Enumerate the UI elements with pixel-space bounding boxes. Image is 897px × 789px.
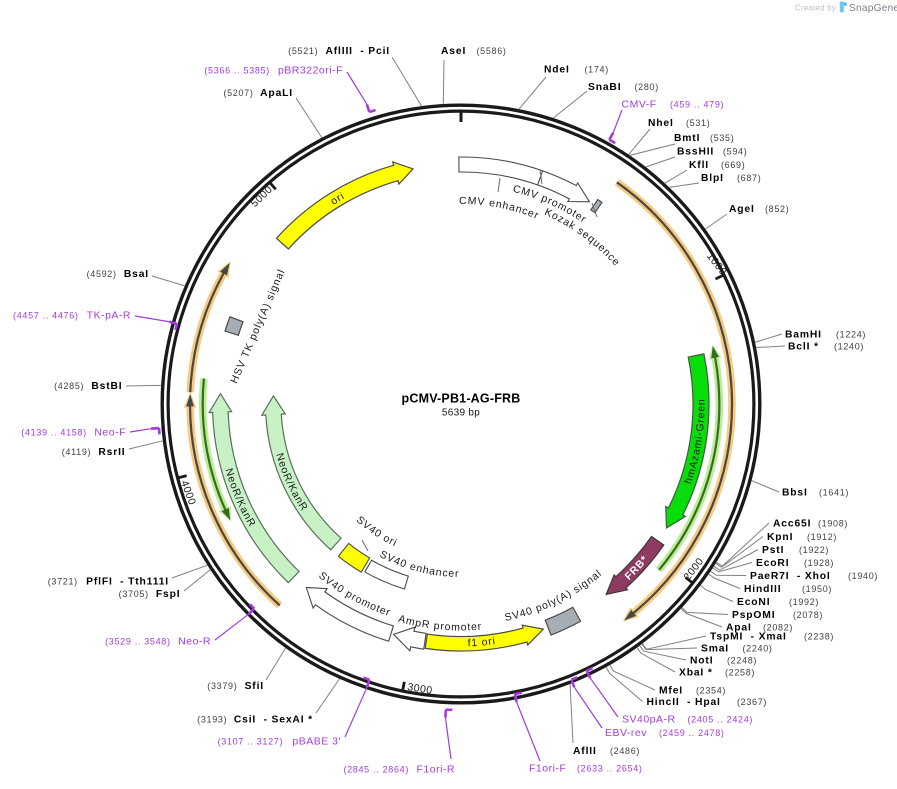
svg-text:RsrII: RsrII <box>98 447 125 458</box>
svg-text:(1224): (1224) <box>836 329 866 339</box>
svg-text:Neo-R: Neo-R <box>178 636 211 648</box>
svg-text:(2248): (2248) <box>727 655 757 665</box>
svg-text:pCMV-PB1-AG-FRB: pCMV-PB1-AG-FRB <box>402 392 521 406</box>
svg-text:(3529 .. 3548): (3529 .. 3548) <box>105 636 171 646</box>
svg-text:(531): (531) <box>686 118 710 128</box>
svg-text:NheI: NheI <box>648 118 674 129</box>
svg-text:(459 .. 479): (459 .. 479) <box>670 99 724 109</box>
svg-text:(669): (669) <box>721 160 745 170</box>
svg-text:AgeI: AgeI <box>729 204 755 215</box>
svg-text:TK-pA-R: TK-pA-R <box>87 310 131 322</box>
svg-text:BamHI: BamHI <box>785 330 822 341</box>
svg-text:(2845 .. 2864): (2845 .. 2864) <box>343 764 409 774</box>
svg-text:BlpI: BlpI <box>701 173 724 184</box>
svg-text:(594): (594) <box>723 146 747 156</box>
svg-text:BsaI: BsaI <box>124 269 149 280</box>
svg-text:(3379): (3379) <box>207 681 237 691</box>
svg-text:SV40pA-R: SV40pA-R <box>622 714 676 726</box>
svg-text:PspOMI: PspOMI <box>732 610 775 621</box>
svg-text:BstBI: BstBI <box>91 381 122 392</box>
svg-text:(2367): (2367) <box>737 697 767 707</box>
svg-text:(3705): (3705) <box>119 589 149 599</box>
svg-text:EBV-rev: EBV-rev <box>605 727 647 739</box>
svg-text:Neo-F: Neo-F <box>94 427 126 439</box>
svg-text:BbsI: BbsI <box>782 488 808 499</box>
svg-text:(1940): (1940) <box>848 571 878 581</box>
svg-text:(2238): (2238) <box>804 631 834 641</box>
svg-text:(5207): (5207) <box>223 88 253 98</box>
svg-text:(4119): (4119) <box>62 447 91 457</box>
svg-text:EcoRI: EcoRI <box>756 558 789 569</box>
svg-text:KpnI: KpnI <box>767 532 793 543</box>
svg-text:(5586): (5586) <box>477 46 507 56</box>
svg-text:AflIII - PciI: AflIII - PciI <box>325 46 390 57</box>
svg-text:(1908): (1908) <box>818 518 848 528</box>
svg-text:FspI: FspI <box>156 589 181 600</box>
svg-text:(1928): (1928) <box>804 558 834 568</box>
svg-text:(2354): (2354) <box>696 685 726 695</box>
svg-text:SnaBI: SnaBI <box>588 82 621 93</box>
svg-text:(1641): (1641) <box>819 487 849 497</box>
svg-text:(174): (174) <box>585 64 609 74</box>
svg-text:AflII: AflII <box>573 746 597 757</box>
svg-text:(1950): (1950) <box>802 584 832 594</box>
svg-text:CMV-F: CMV-F <box>622 99 657 111</box>
svg-text:(2258): (2258) <box>725 667 755 677</box>
svg-text:(1240): (1240) <box>834 341 864 351</box>
svg-text:pBR322ori-F: pBR322ori-F <box>278 65 343 77</box>
svg-text:HincII - HpaI: HincII - HpaI <box>647 697 721 708</box>
svg-text:KflI: KflI <box>689 160 709 171</box>
svg-text:PflFI - Tth111I: PflFI - Tth111I <box>86 577 169 588</box>
svg-text:XbaI *: XbaI * <box>679 668 713 679</box>
svg-text:NdeI: NdeI <box>544 65 570 76</box>
svg-text:(3721): (3721) <box>48 576 78 586</box>
svg-text:AseI: AseI <box>441 46 466 57</box>
svg-text:F1ori-F: F1ori-F <box>529 763 566 775</box>
svg-text:F1ori-R: F1ori-R <box>416 764 455 776</box>
svg-text:SnapGene: SnapGene <box>849 3 897 14</box>
svg-text:PaeR7I - XhoI: PaeR7I - XhoI <box>750 571 831 582</box>
svg-text:(852): (852) <box>765 204 789 214</box>
svg-text:Acc65I: Acc65I <box>773 519 811 530</box>
svg-text:(5521): (5521) <box>288 46 318 56</box>
svg-text:(4592): (4592) <box>87 269 117 279</box>
svg-text:PstI: PstI <box>762 545 784 556</box>
svg-text:NotI: NotI <box>690 656 713 667</box>
svg-text:(280): (280) <box>635 82 659 92</box>
svg-text:(3193): (3193) <box>197 714 227 724</box>
svg-text:BclI *: BclI * <box>788 342 819 353</box>
svg-text:(2078): (2078) <box>793 610 823 620</box>
svg-text:(2240): (2240) <box>743 643 773 653</box>
svg-text:SmaI: SmaI <box>701 644 729 655</box>
svg-text:(1912): (1912) <box>807 532 837 542</box>
svg-text:pBABE 3': pBABE 3' <box>292 736 341 748</box>
svg-text:(535): (535) <box>710 133 734 143</box>
svg-text:EcoNI: EcoNI <box>737 597 770 608</box>
svg-text:(2459 .. 2478): (2459 .. 2478) <box>659 728 725 738</box>
svg-text:HindIII: HindIII <box>744 584 781 595</box>
svg-text:(4139 .. 4158): (4139 .. 4158) <box>21 427 87 437</box>
svg-text:MfeI: MfeI <box>659 686 683 697</box>
svg-text:ApaLI: ApaLI <box>260 88 293 99</box>
svg-text:BssHII: BssHII <box>677 147 714 158</box>
svg-text:Created by: Created by <box>795 4 836 13</box>
svg-text:(2633 .. 2654): (2633 .. 2654) <box>577 763 643 773</box>
svg-text:TspMI - XmaI: TspMI - XmaI <box>710 632 787 643</box>
svg-text:(2486): (2486) <box>610 746 640 756</box>
svg-text:(1992): (1992) <box>789 597 819 607</box>
svg-text:CsiI - SexAI *: CsiI - SexAI * <box>234 715 313 726</box>
svg-text:SfiI: SfiI <box>245 681 264 692</box>
svg-text:(1922): (1922) <box>799 545 829 555</box>
svg-text:(4457 .. 4476): (4457 .. 4476) <box>13 310 79 320</box>
svg-text:(5366 .. 5385): (5366 .. 5385) <box>204 65 270 75</box>
svg-text:5639 bp: 5639 bp <box>442 408 480 419</box>
svg-text:BmtI: BmtI <box>674 133 700 144</box>
svg-text:(2405 .. 2424): (2405 .. 2424) <box>688 714 754 724</box>
svg-text:(3107 .. 3127): (3107 .. 3127) <box>218 736 284 746</box>
svg-text:(687): (687) <box>737 173 761 183</box>
svg-text:(4285): (4285) <box>54 381 84 391</box>
